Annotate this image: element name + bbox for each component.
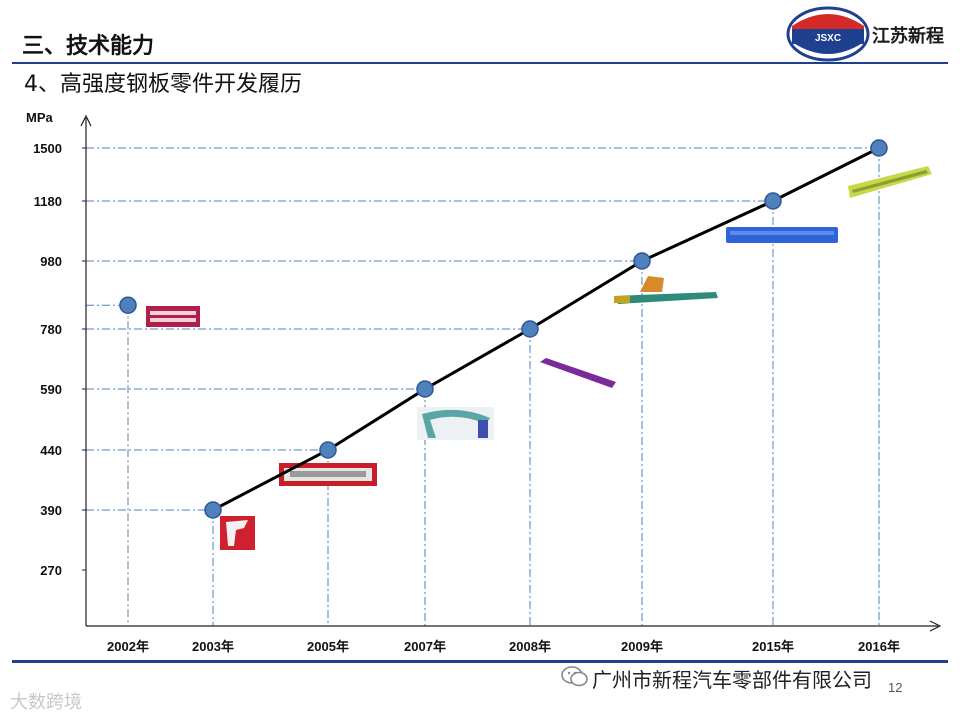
logo-text: JSXC <box>815 33 841 44</box>
x-tick-label: 2016年 <box>858 639 900 654</box>
x-tick-label: 2005年 <box>307 639 349 654</box>
company-logo: JSXC <box>786 6 870 62</box>
y-tick-label: 980 <box>40 254 62 269</box>
y-tick-label: 440 <box>40 443 62 458</box>
footer-rule <box>12 660 948 663</box>
header-rule <box>12 62 948 64</box>
part-image-2003 <box>220 516 255 550</box>
company-name: 江苏新程 <box>872 26 944 47</box>
data-point <box>319 441 337 459</box>
part-image-2005 <box>279 463 377 486</box>
x-tick-label: 2008年 <box>509 639 551 654</box>
data-point <box>633 252 651 270</box>
x-axis-arrow <box>929 620 942 632</box>
tick-labels: MPa 1500 1180 980 780 590 440 390 270 2002年 2003年 2… <box>26 110 900 654</box>
part-image-2009 <box>614 276 718 304</box>
data-point <box>119 296 137 314</box>
guide-lines <box>86 147 880 626</box>
data-point <box>764 192 782 210</box>
y-tick-label: 780 <box>40 322 62 337</box>
part-image-2007 <box>417 407 494 440</box>
y-tick-label: 1500 <box>33 141 62 156</box>
chart-subtitle: 4、高强度钢板零件开发履历 <box>24 72 302 97</box>
page-number: 12 <box>888 680 903 695</box>
section-title: 三、技术能力 <box>22 34 155 59</box>
data-markers <box>119 139 888 519</box>
data-point <box>521 320 539 338</box>
data-point <box>416 380 434 398</box>
x-tick-label: 2002年 <box>107 639 149 654</box>
watermark: 大数跨境 <box>10 692 82 713</box>
x-tick-label: 2015年 <box>752 639 794 654</box>
footer-company-text: 广州市新程汽车零部件有限公司 <box>592 668 872 692</box>
y-tick-label: 1180 <box>34 194 62 209</box>
y-tick-label: 270 <box>40 563 62 578</box>
axes <box>80 114 942 632</box>
x-tick-label: 2009年 <box>621 639 663 654</box>
x-tick-label: 2007年 <box>404 639 446 654</box>
wechat-icon <box>561 666 588 687</box>
y-axis-unit-label: MPa <box>26 110 54 125</box>
part-image-2002 <box>146 306 200 327</box>
part-image-2016 <box>848 166 932 198</box>
part-image-2008 <box>540 358 616 388</box>
x-tick-label: 2003年 <box>192 639 234 654</box>
y-tick-label: 590 <box>40 382 62 397</box>
y-tick-label: 390 <box>40 503 62 518</box>
data-point <box>870 139 888 157</box>
data-point <box>204 501 222 519</box>
part-image-2015 <box>726 227 838 243</box>
y-axis-arrow <box>80 114 92 127</box>
part-images <box>146 166 932 550</box>
